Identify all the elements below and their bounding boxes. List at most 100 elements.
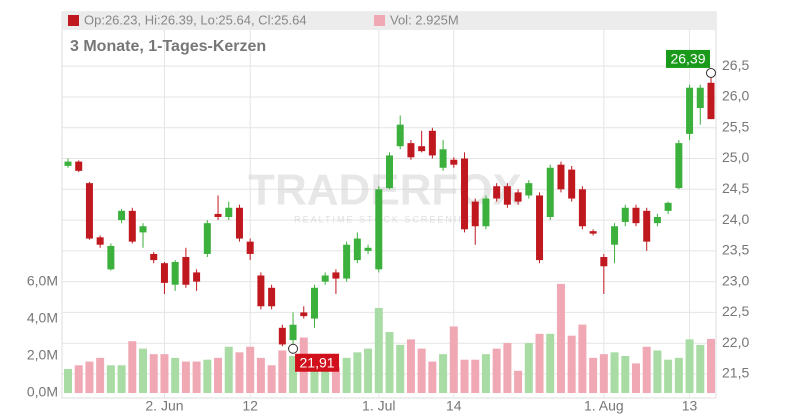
candle-body	[525, 183, 533, 196]
candle-body	[664, 202, 672, 211]
volume-bar	[117, 365, 126, 393]
volume-bar	[396, 344, 405, 393]
candle-body	[64, 161, 72, 166]
y-tick-label: 26,0	[722, 88, 749, 104]
candle-body	[461, 158, 469, 230]
volume-bar	[567, 335, 576, 393]
candle-body	[310, 287, 318, 319]
x-tick-label: 14	[446, 398, 462, 414]
candle-body	[482, 198, 490, 227]
volume-bar	[106, 365, 115, 393]
candle-body	[225, 207, 233, 218]
volume-bar	[192, 361, 201, 393]
volume-bar	[696, 344, 705, 393]
volume-bar	[160, 354, 169, 393]
volume-bar	[524, 343, 533, 393]
legend-swatch	[68, 15, 79, 26]
volume-bar	[471, 359, 480, 393]
volume-bar	[353, 352, 362, 393]
volume-bar	[149, 354, 158, 393]
volume-bar	[278, 350, 287, 393]
volume-bar	[310, 361, 319, 393]
y-tick-label: 23,5	[722, 242, 749, 258]
volume-bar	[342, 357, 351, 393]
candle-body	[268, 287, 276, 307]
extreme-marker	[706, 67, 716, 78]
candle-body	[289, 324, 297, 341]
candle-body	[428, 130, 436, 156]
y2-tick-label: 0,0M	[27, 384, 58, 400]
y2-tick-label: 6,0M	[27, 273, 58, 289]
candle-body	[332, 272, 340, 279]
candle-body	[675, 143, 683, 189]
y-tick-label: 24,0	[722, 211, 749, 227]
candle-body	[696, 87, 704, 109]
y-tick-label: 23,0	[722, 272, 749, 288]
x-tick-label: 12	[242, 398, 258, 414]
y-tick-label: 22,5	[722, 303, 749, 319]
candle-body	[450, 159, 458, 165]
volume-bar	[224, 346, 233, 393]
volume-bar	[460, 359, 469, 393]
y-tick-label: 21,5	[722, 365, 749, 381]
annotation-box	[666, 49, 710, 68]
candle-body	[375, 189, 383, 270]
volume-bar	[503, 343, 512, 393]
volume-bar	[546, 333, 555, 393]
candle-body	[546, 167, 554, 218]
y-tick-label: 25,0	[722, 149, 749, 165]
chart-title: 3 Monate, 1-Tages-Kerzen	[70, 38, 266, 55]
x-tick-label: 13	[682, 398, 698, 414]
extreme-marker	[288, 343, 299, 354]
annotation-box	[295, 353, 340, 372]
y-tick-label: 25,5	[722, 118, 749, 134]
candle-body	[150, 253, 158, 261]
candle-body	[686, 87, 694, 134]
volume-bar	[417, 348, 426, 393]
candle-body	[235, 207, 243, 239]
candle-body	[589, 231, 597, 234]
volume-bar	[556, 283, 565, 393]
candle-body	[536, 195, 544, 261]
candle-body	[257, 275, 265, 307]
candle-body	[182, 257, 190, 285]
candle-body	[364, 247, 372, 251]
candle-body	[386, 155, 393, 189]
candle-body	[396, 124, 404, 147]
y-tick-label: 26,5	[722, 57, 749, 73]
volume-bar	[267, 365, 276, 393]
candle-body	[514, 192, 522, 202]
volume-bar	[374, 307, 383, 393]
candle-body	[107, 245, 115, 270]
volume-bar	[707, 338, 715, 393]
annotation-label: 21,91	[300, 354, 335, 370]
candle-body	[439, 149, 447, 168]
volume-bar	[664, 359, 673, 393]
volume-bar	[171, 357, 180, 393]
volume-bar	[203, 359, 212, 393]
volume-bar	[331, 367, 340, 393]
candle-body	[503, 186, 511, 205]
volume-bar	[449, 326, 458, 393]
candle-body	[75, 161, 83, 171]
legend-entry: Op:26.23, Hi:26.39, Lo:25.64, Cl:25.64	[84, 12, 307, 27]
candle-body	[246, 241, 254, 254]
volume-bar	[685, 339, 694, 393]
candle-body	[621, 207, 629, 222]
volume-bar	[246, 346, 255, 393]
y-tick-label: 24,5	[722, 180, 749, 196]
candle-body	[96, 237, 104, 245]
candle-body	[278, 327, 286, 345]
volume-bar	[64, 368, 72, 393]
x-tick-label: 1. Jul	[362, 398, 395, 414]
candle-body	[407, 143, 415, 158]
volume-bar	[139, 348, 148, 393]
volume-bar	[653, 350, 662, 393]
volume-bar	[235, 352, 244, 393]
volume-bar	[364, 348, 373, 393]
volume-bar	[85, 361, 94, 393]
volume-bar	[439, 354, 448, 393]
volume-bar	[74, 365, 83, 393]
volume-bar	[610, 352, 619, 393]
